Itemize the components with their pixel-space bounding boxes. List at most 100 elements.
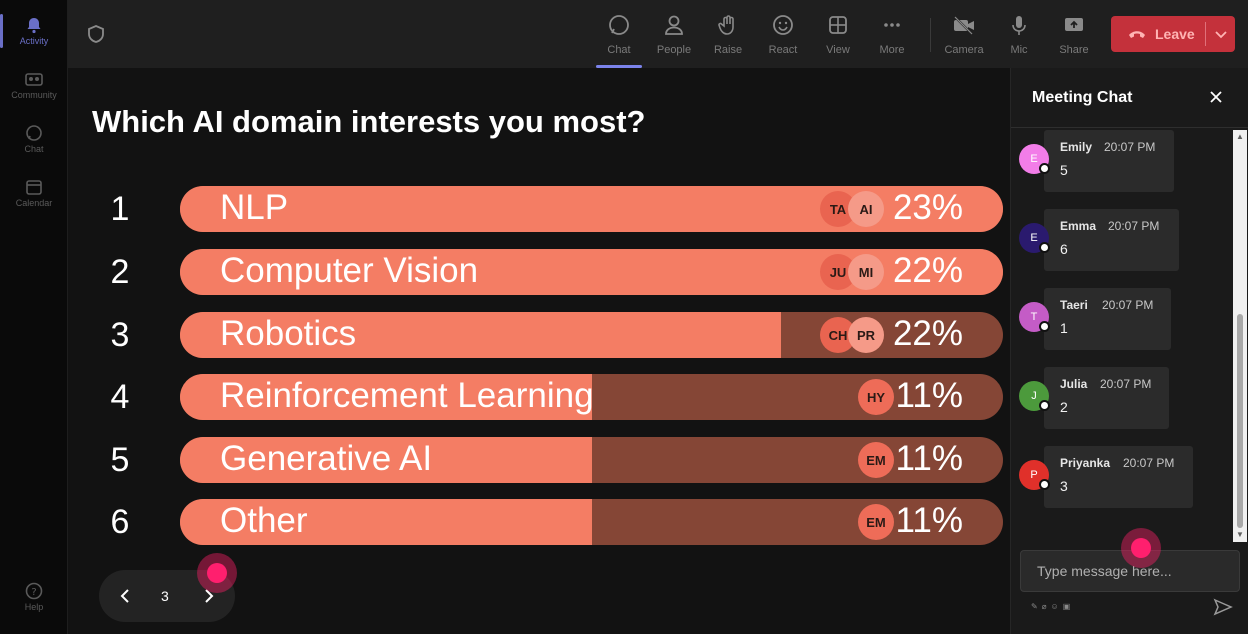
rail-item-label: Chat: [24, 144, 44, 154]
result-bar-fill: [180, 437, 592, 483]
message-text: 2: [1060, 399, 1068, 415]
message-time: 20:07 PM: [1100, 377, 1152, 391]
option-rank: 4: [110, 378, 130, 416]
close-icon[interactable]: [1209, 90, 1223, 109]
chevron-down-icon[interactable]: [1212, 25, 1230, 46]
react-button[interactable]: React: [756, 10, 810, 62]
sender-name: Emily: [1060, 140, 1093, 154]
voter-avatar: JU: [820, 254, 856, 290]
sender-name: Priyanka: [1060, 456, 1111, 470]
gif-icon[interactable]: ▣: [1062, 602, 1071, 611]
option-label: Computer Vision: [220, 251, 479, 290]
camera-button[interactable]: Camera: [937, 10, 991, 62]
leave-divider: [1205, 22, 1206, 46]
people-button[interactable]: People: [647, 10, 701, 62]
share-button-label: Share: [1059, 44, 1089, 56]
grid-icon: [826, 12, 850, 38]
option-percent: 23%: [892, 188, 963, 227]
chevron-left-icon[interactable]: [117, 587, 133, 610]
sender-name: Emma: [1060, 219, 1097, 233]
result-bar: Other EM 11%: [180, 499, 1003, 545]
scroll-down-arrow[interactable]: ▼: [1236, 530, 1244, 539]
camera-button-label: Camera: [944, 44, 984, 56]
share-screen-icon: [1062, 12, 1086, 38]
view-button[interactable]: View: [811, 10, 865, 62]
attach-icon[interactable]: ⌀: [1041, 602, 1047, 611]
people-button-label: People: [656, 44, 692, 56]
avatar: E: [1019, 144, 1050, 174]
poll-option: 5 Generative AI EM 11%: [68, 437, 1010, 483]
result-bar-fill: [180, 374, 592, 420]
message-time: 20:07 PM: [1102, 298, 1154, 312]
message-bubble: Emily 20:07 PM 5: [1044, 130, 1174, 192]
message-composer: [1020, 550, 1240, 592]
react-button-label: React: [768, 44, 798, 56]
meeting-chat-panel: Meeting Chat Emily 20:07 PM 5 E Emma 20:…: [1010, 68, 1248, 634]
message-input[interactable]: [1021, 551, 1239, 591]
share-button[interactable]: Share: [1047, 10, 1101, 62]
chat-icon: [607, 12, 631, 38]
camera-off-icon: [952, 12, 976, 38]
rail-item-community[interactable]: Community: [0, 60, 68, 110]
mic-icon: [1007, 12, 1031, 38]
avatar-initial: T: [1030, 311, 1038, 323]
avatar: P: [1019, 460, 1050, 490]
message-bubble: Emma 20:07 PM 6: [1044, 209, 1179, 271]
message-text: 6: [1060, 241, 1068, 257]
chat-button[interactable]: Chat: [592, 10, 646, 68]
scrollbar-thumb[interactable]: [1237, 314, 1243, 528]
chat-button-label: Chat: [607, 44, 631, 56]
avatar-initial: J: [1031, 390, 1037, 402]
rail-item-calendar[interactable]: Calendar: [0, 168, 68, 218]
view-button-label: View: [826, 44, 850, 56]
message-time: 20:07 PM: [1123, 456, 1175, 470]
emoji-icon[interactable]: ☺: [1050, 602, 1059, 611]
avatar: J: [1019, 381, 1050, 411]
rail-item-chat[interactable]: Chat: [0, 114, 68, 164]
message-bubble: Julia 20:07 PM 2: [1044, 367, 1169, 429]
voter-avatar: AI: [848, 191, 884, 227]
svg-text:?: ?: [31, 587, 36, 598]
poll-question: Which AI domain interests you most?: [92, 104, 646, 139]
page-navigator: 3: [99, 570, 235, 622]
more-dots-icon: [880, 12, 904, 38]
option-label: Reinforcement Learning: [220, 376, 594, 415]
rail-item-activity[interactable]: Activity: [0, 6, 68, 56]
format-icon[interactable]: ✎: [1031, 602, 1038, 611]
chat-scrollbar[interactable]: ▲ ▼: [1233, 130, 1247, 542]
voter-avatar: PR: [848, 317, 884, 353]
rail-item-help[interactable]: ? Help: [0, 572, 68, 622]
option-rank: 5: [110, 441, 130, 479]
result-bar-fill: [180, 312, 781, 358]
poll-results-panel: Which AI domain interests you most? 1 NL…: [68, 68, 1010, 634]
person-icon: [662, 12, 686, 38]
option-rank: 2: [110, 253, 130, 291]
result-bar: Generative AI EM 11%: [180, 437, 1003, 483]
rail-item-label: Activity: [19, 36, 49, 46]
rail-item-label: Calendar: [15, 198, 53, 208]
rail-item-label: Help: [24, 602, 44, 612]
raise-button-label: Raise: [713, 44, 743, 56]
leave-button-label: Leave: [1155, 26, 1195, 42]
raise-hand-button[interactable]: Raise: [701, 10, 755, 62]
option-label: Generative AI: [220, 439, 433, 478]
status-dot: [1039, 400, 1050, 411]
shield-icon[interactable]: [86, 24, 106, 44]
mic-button[interactable]: Mic: [992, 10, 1046, 62]
smiley-icon: [771, 12, 795, 38]
chevron-right-icon[interactable]: [201, 587, 217, 610]
more-button[interactable]: More: [865, 10, 919, 62]
avatar-initial: P: [1030, 469, 1038, 481]
voter-avatar: EM: [858, 504, 894, 540]
voter-avatar: MI: [848, 254, 884, 290]
scroll-up-arrow[interactable]: ▲: [1236, 132, 1244, 141]
message-text: 3: [1060, 478, 1068, 494]
result-bar: Reinforcement Learning HY 11%: [180, 374, 1003, 420]
option-percent: 11%: [895, 439, 963, 478]
leave-button[interactable]: Leave: [1111, 16, 1235, 52]
option-percent: 11%: [895, 376, 963, 415]
result-bar: Computer Vision JU MI 22%: [180, 249, 1003, 295]
send-icon[interactable]: [1213, 598, 1233, 621]
option-percent: 11%: [895, 501, 963, 540]
